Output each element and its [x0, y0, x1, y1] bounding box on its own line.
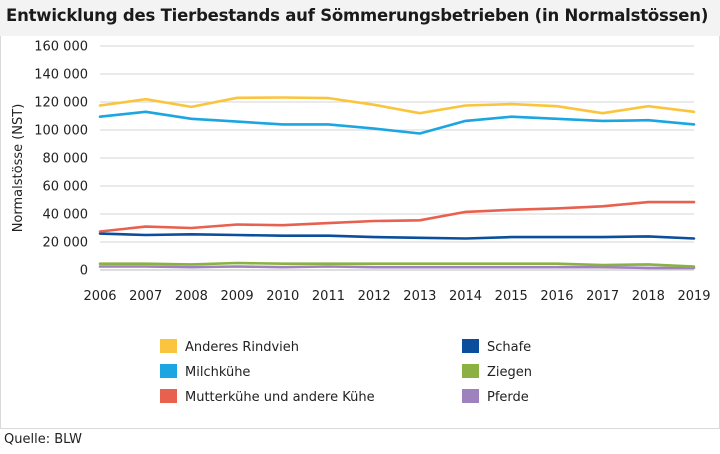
legend-label: Ziegen	[487, 365, 532, 380]
legend-label: Mutterkühe und andere Kühe	[185, 390, 375, 405]
y-axis-label: Normalstösse (NST)	[11, 104, 26, 233]
legend-swatch	[462, 364, 479, 378]
x-tick-label: 2010	[266, 289, 299, 304]
y-tick-label: 100 000	[34, 124, 88, 139]
y-tick-label: 80 000	[43, 152, 89, 167]
y-axis-ticks: 0 20 000 40 000 60 000 80 000 100 000 120 000 1…	[34, 40, 88, 279]
x-tick-label: 2019	[677, 289, 710, 304]
x-tick-label: 2011	[312, 289, 345, 304]
series-line-ziegen	[98, 261, 696, 268]
source-note: Quelle: BLW	[4, 432, 83, 447]
x-axis-ticks: 2006 2007 2008 2009 2010 2011 2012 2013 2014 2015…	[83, 289, 710, 304]
x-tick-label: 2014	[449, 289, 482, 304]
legend-label: Milchkühe	[185, 365, 250, 380]
legend-label: Pferde	[487, 390, 529, 405]
series-line-anderes-rindvieh	[98, 96, 696, 115]
y-tick-label: 40 000	[43, 208, 89, 223]
legend-swatch	[462, 339, 479, 353]
page-title: Entwicklung des Tierbestands auf Sömmeru…	[6, 6, 709, 25]
x-tick-label: 2015	[495, 289, 528, 304]
x-tick-label: 2006	[83, 289, 116, 304]
y-tick-label: 120 000	[34, 96, 88, 111]
legend-swatch	[160, 339, 177, 353]
line-chart: 0 20 000 40 000 60 000 80 000 100 000 120 000 1…	[11, 40, 711, 406]
x-tick-label: 2016	[540, 289, 573, 304]
legend-swatch	[462, 389, 479, 403]
x-tick-label: 2013	[403, 289, 436, 304]
x-tick-label: 2008	[175, 289, 208, 304]
x-tick-label: 2009	[221, 289, 254, 304]
y-tick-label: 160 000	[34, 40, 88, 55]
y-tick-label: 60 000	[43, 180, 89, 195]
series-line-milchkühe	[98, 110, 696, 135]
legend-swatch	[160, 364, 177, 378]
title-bar: Entwicklung des Tierbestands auf Sömmeru…	[0, 0, 720, 37]
legend-label: Schafe	[487, 340, 531, 355]
series-lines	[98, 96, 696, 270]
x-tick-label: 2012	[358, 289, 391, 304]
series-line-pferde	[98, 265, 696, 270]
grid-lines	[100, 45, 694, 271]
legend-label: Anderes Rindvieh	[185, 340, 299, 355]
series-line-mutterkühe-und-andere-kühe	[98, 200, 696, 233]
legend: Anderes Rindvieh Milchkühe Mutterkühe und …	[160, 339, 532, 405]
y-tick-label: 0	[80, 264, 88, 279]
series-line-schafe	[98, 232, 696, 240]
y-tick-label: 20 000	[43, 236, 89, 251]
legend-swatch	[160, 389, 177, 403]
x-tick-label: 2018	[632, 289, 665, 304]
y-tick-label: 140 000	[34, 68, 88, 83]
x-tick-label: 2007	[129, 289, 162, 304]
x-tick-label: 2017	[586, 289, 619, 304]
